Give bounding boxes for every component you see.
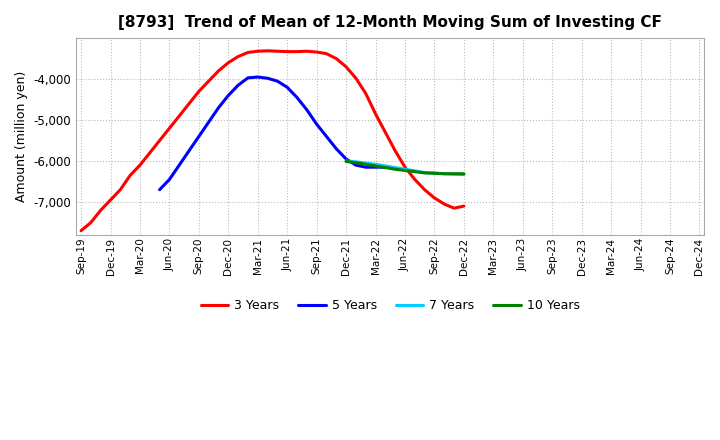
5 Years: [302, 107, 311, 113]
5 Years: [351, 162, 360, 168]
5 Years: [214, 105, 222, 110]
3 Years: [243, 50, 252, 55]
3 Years: [116, 187, 125, 192]
7 Years: [381, 163, 390, 169]
5 Years: [332, 146, 341, 151]
10 Years: [440, 171, 449, 176]
3 Years: [400, 165, 409, 170]
7 Years: [440, 171, 449, 176]
5 Years: [204, 120, 213, 125]
3 Years: [175, 114, 184, 119]
10 Years: [430, 171, 438, 176]
5 Years: [234, 83, 243, 88]
Y-axis label: Amount (million yen): Amount (million yen): [15, 71, 28, 202]
3 Years: [165, 125, 174, 131]
5 Years: [273, 78, 282, 84]
3 Years: [312, 49, 321, 55]
10 Years: [342, 159, 351, 164]
3 Years: [234, 54, 243, 59]
7 Years: [400, 167, 409, 172]
10 Years: [400, 168, 409, 173]
10 Years: [459, 171, 468, 176]
3 Years: [450, 205, 459, 211]
3 Years: [96, 208, 105, 213]
5 Years: [156, 187, 164, 192]
3 Years: [86, 220, 95, 225]
3 Years: [351, 76, 360, 81]
10 Years: [351, 160, 360, 165]
3 Years: [145, 150, 154, 155]
5 Years: [224, 93, 233, 98]
3 Years: [126, 173, 135, 178]
5 Years: [185, 148, 194, 154]
3 Years: [77, 228, 86, 233]
7 Years: [459, 172, 468, 177]
3 Years: [273, 48, 282, 54]
Line: 3 Years: 3 Years: [81, 51, 464, 231]
5 Years: [283, 84, 292, 90]
5 Years: [361, 165, 370, 170]
3 Years: [156, 138, 164, 143]
3 Years: [135, 162, 144, 168]
5 Years: [165, 177, 174, 182]
7 Years: [372, 161, 380, 167]
5 Years: [243, 75, 252, 81]
5 Years: [253, 74, 262, 80]
Line: 10 Years: 10 Years: [346, 161, 464, 174]
7 Years: [351, 159, 360, 165]
3 Years: [440, 202, 449, 207]
10 Years: [410, 169, 419, 174]
3 Years: [302, 48, 311, 54]
10 Years: [420, 170, 429, 176]
3 Years: [430, 195, 438, 201]
5 Years: [342, 156, 351, 161]
5 Years: [264, 76, 272, 81]
3 Years: [214, 68, 222, 73]
3 Years: [293, 49, 302, 54]
7 Years: [420, 170, 429, 175]
Line: 7 Years: 7 Years: [346, 161, 464, 175]
7 Years: [342, 158, 351, 164]
5 Years: [381, 165, 390, 170]
3 Years: [185, 101, 194, 106]
3 Years: [391, 148, 400, 154]
3 Years: [342, 64, 351, 70]
3 Years: [420, 187, 429, 192]
3 Years: [381, 130, 390, 135]
7 Years: [430, 170, 438, 176]
3 Years: [194, 89, 203, 94]
3 Years: [410, 177, 419, 182]
Line: 5 Years: 5 Years: [160, 77, 385, 190]
10 Years: [450, 171, 459, 176]
5 Years: [312, 121, 321, 127]
5 Years: [194, 134, 203, 139]
10 Years: [361, 161, 370, 167]
Legend: 3 Years, 5 Years, 7 Years, 10 Years: 3 Years, 5 Years, 7 Years, 10 Years: [196, 294, 585, 317]
3 Years: [224, 60, 233, 65]
7 Years: [410, 168, 419, 173]
7 Years: [361, 161, 370, 166]
3 Years: [322, 51, 330, 56]
3 Years: [459, 203, 468, 209]
3 Years: [283, 49, 292, 54]
5 Years: [372, 165, 380, 170]
3 Years: [107, 197, 115, 202]
10 Years: [372, 163, 380, 169]
3 Years: [264, 48, 272, 53]
5 Years: [293, 95, 302, 100]
Title: [8793]  Trend of Mean of 12-Month Moving Sum of Investing CF: [8793] Trend of Mean of 12-Month Moving …: [118, 15, 662, 30]
3 Years: [372, 111, 380, 117]
3 Years: [332, 56, 341, 61]
3 Years: [204, 78, 213, 84]
5 Years: [175, 162, 184, 168]
3 Years: [253, 48, 262, 54]
7 Years: [391, 165, 400, 170]
7 Years: [450, 172, 459, 177]
3 Years: [361, 91, 370, 96]
5 Years: [322, 134, 330, 139]
10 Years: [381, 165, 390, 170]
10 Years: [391, 167, 400, 172]
